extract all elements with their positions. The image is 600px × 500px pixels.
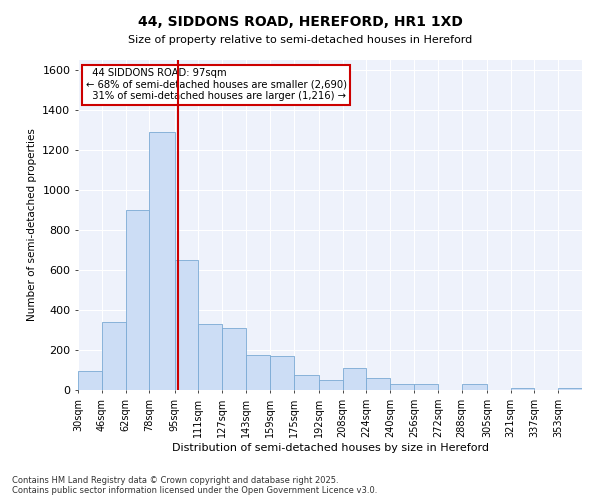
Bar: [102, 322, 125, 390]
Bar: [125, 210, 149, 390]
Bar: [558, 388, 582, 390]
Bar: [270, 356, 293, 390]
Bar: [78, 371, 102, 390]
Bar: [414, 384, 438, 390]
Bar: [343, 368, 367, 390]
Text: 44 SIDDONS ROAD: 97sqm
← 68% of semi-detached houses are smaller (2,690)
  31% o: 44 SIDDONS ROAD: 97sqm ← 68% of semi-det…: [86, 68, 347, 102]
Bar: [246, 355, 270, 390]
Text: Contains HM Land Registry data © Crown copyright and database right 2025.
Contai: Contains HM Land Registry data © Crown c…: [12, 476, 377, 495]
Y-axis label: Number of semi-detached properties: Number of semi-detached properties: [26, 128, 37, 322]
X-axis label: Distribution of semi-detached houses by size in Hereford: Distribution of semi-detached houses by …: [172, 442, 488, 452]
Text: 44, SIDDONS ROAD, HEREFORD, HR1 1XD: 44, SIDDONS ROAD, HEREFORD, HR1 1XD: [137, 15, 463, 29]
Bar: [367, 378, 390, 390]
Bar: [319, 380, 343, 390]
Bar: [461, 384, 487, 390]
Bar: [222, 328, 246, 390]
Bar: [390, 384, 414, 390]
Bar: [175, 260, 199, 390]
Bar: [293, 375, 319, 390]
Bar: [511, 388, 535, 390]
Bar: [149, 132, 175, 390]
Bar: [199, 324, 222, 390]
Text: Size of property relative to semi-detached houses in Hereford: Size of property relative to semi-detach…: [128, 35, 472, 45]
